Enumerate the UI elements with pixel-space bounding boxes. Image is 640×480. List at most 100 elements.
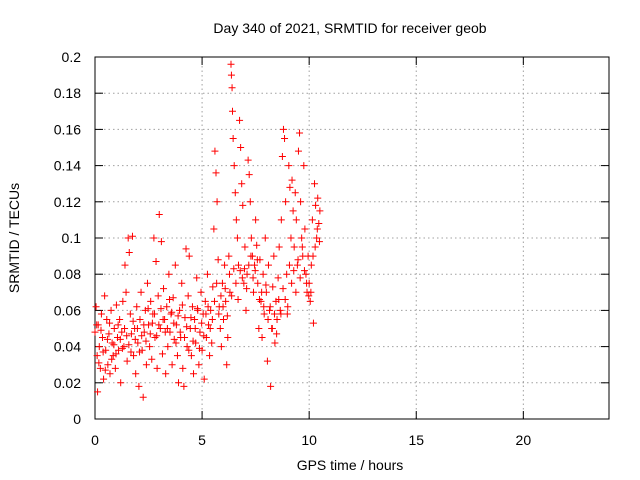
data-point xyxy=(206,352,214,360)
data-point xyxy=(296,274,304,282)
x-tick-label: 5 xyxy=(198,432,206,448)
x-tick-label: 0 xyxy=(91,432,99,448)
data-point xyxy=(260,303,268,311)
data-point xyxy=(260,310,268,318)
data-point xyxy=(111,364,119,372)
data-point xyxy=(130,352,138,360)
data-point xyxy=(208,315,216,323)
data-point xyxy=(314,194,322,202)
data-point xyxy=(243,285,251,293)
data-point xyxy=(136,348,144,356)
data-point xyxy=(95,359,103,367)
data-point xyxy=(203,270,211,278)
y-tick-label: 0.1 xyxy=(62,230,82,246)
data-point xyxy=(257,297,265,305)
data-point xyxy=(136,315,144,323)
data-point xyxy=(155,210,163,218)
data-point xyxy=(94,388,102,396)
data-point xyxy=(168,361,176,369)
data-point xyxy=(157,305,165,313)
data-point xyxy=(97,326,105,334)
data-point xyxy=(309,319,317,327)
data-point xyxy=(169,294,177,302)
data-point xyxy=(255,296,263,304)
data-point xyxy=(142,361,150,369)
data-point xyxy=(148,319,156,327)
data-point xyxy=(277,216,285,224)
data-point xyxy=(221,261,229,269)
data-point xyxy=(264,261,272,269)
data-point xyxy=(112,301,120,309)
data-point xyxy=(293,261,301,269)
data-point xyxy=(298,243,306,251)
data-point xyxy=(273,330,281,338)
data-point xyxy=(216,325,224,332)
y-tick-label: 0.04 xyxy=(54,339,81,355)
data-point xyxy=(178,301,186,309)
data-point xyxy=(263,357,271,365)
data-point xyxy=(253,256,261,264)
data-point xyxy=(202,310,210,318)
data-point xyxy=(242,306,250,314)
data-point xyxy=(155,321,163,329)
data-point xyxy=(193,274,201,282)
data-point xyxy=(300,162,308,170)
data-point xyxy=(131,335,139,343)
data-point xyxy=(270,252,278,260)
data-point xyxy=(232,279,240,287)
y-tick-label: 0 xyxy=(73,411,81,427)
data-point xyxy=(123,357,131,365)
data-point xyxy=(234,296,242,304)
data-point xyxy=(98,334,106,342)
data-point xyxy=(120,343,128,351)
data-point xyxy=(153,364,161,372)
data-point xyxy=(245,261,253,269)
data-point xyxy=(178,279,186,287)
y-tick-label: 0.14 xyxy=(54,158,81,174)
data-point xyxy=(273,315,281,323)
data-point xyxy=(227,71,235,79)
data-point xyxy=(181,314,189,322)
data-point xyxy=(258,288,266,296)
data-point xyxy=(212,169,220,177)
data-point xyxy=(285,261,293,269)
data-point xyxy=(281,296,289,304)
data-point xyxy=(284,303,292,311)
data-point xyxy=(279,125,287,133)
data-point xyxy=(156,325,164,332)
data-point xyxy=(104,361,112,369)
data-point xyxy=(287,234,295,242)
data-point xyxy=(147,297,155,305)
data-point xyxy=(164,343,172,351)
data-point xyxy=(92,303,100,311)
data-point xyxy=(229,134,237,142)
data-point xyxy=(264,315,272,323)
data-point xyxy=(181,334,189,342)
data-point xyxy=(315,238,323,246)
y-tick-label: 0.18 xyxy=(54,85,81,101)
data-point xyxy=(152,258,160,266)
data-point xyxy=(142,337,150,345)
data-point xyxy=(125,341,133,349)
data-point xyxy=(200,332,208,340)
data-point xyxy=(276,306,284,314)
data-point xyxy=(163,303,171,311)
y-tick-label: 0.16 xyxy=(54,121,81,137)
data-point xyxy=(133,303,141,311)
data-point xyxy=(309,252,317,260)
data-point xyxy=(224,334,232,342)
data-point xyxy=(222,297,230,305)
data-point xyxy=(315,220,323,228)
data-point xyxy=(251,267,259,275)
data-point xyxy=(231,189,239,197)
data-point xyxy=(208,339,216,347)
data-point xyxy=(135,382,143,390)
data-point xyxy=(205,321,213,329)
data-point xyxy=(271,339,279,347)
data-point xyxy=(255,325,263,332)
data-point xyxy=(225,270,233,278)
data-point xyxy=(122,288,130,296)
data-point xyxy=(237,144,245,151)
data-point xyxy=(206,325,214,332)
